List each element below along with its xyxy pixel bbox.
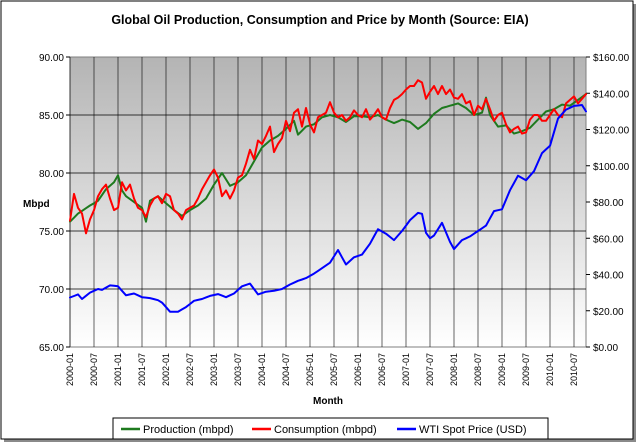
left-tick-label: 90.00 [39,53,64,64]
right-tick-label: $120.00 [593,126,630,137]
x-tick-label: 2004-01 [257,353,267,386]
x-tick-label: 2002-07 [185,353,195,386]
left-tick-label: 75.00 [39,227,64,238]
x-tick-label: 2001-07 [137,353,147,386]
legend-label-consumption: Consumption (mbpd) [274,424,377,436]
x-tick-label: 2008-07 [473,353,483,386]
series-consumption-line [69,79,587,235]
x-tick-label: 2003-01 [209,353,219,386]
legend-label-wti-price: WTI Spot Price (USD) [419,424,527,436]
x-axis-label: Month [313,396,343,407]
left-tick-label: 70.00 [39,285,64,296]
right-tick-label: $100.00 [593,162,630,173]
series-wti-price-line [69,104,587,313]
x-tick-label: 2007-07 [425,353,435,386]
right-tick-label: $40.00 [593,271,624,282]
x-tick-label: 2004-07 [281,353,291,386]
plot-area [69,56,587,348]
left-tick-label: 80.00 [39,169,64,180]
right-tick-label: $80.00 [593,198,624,209]
right-tick-label: $160.00 [593,53,630,64]
x-tick-label: 2006-07 [377,353,387,386]
x-tick-label: 2005-01 [305,353,315,386]
legend-label-production: Production (mbpd) [143,424,234,436]
legend: Production (mbpd) Consumption (mbpd) WTI… [112,417,549,440]
series-layer [69,79,587,313]
x-tick-label: 2009-07 [521,353,531,386]
y-axis-label: Mbpd [23,199,50,210]
x-tick-label: 2000-01 [65,353,75,386]
x-axis-tick-labels: 2000-01 2000-07 2001-01 2001-07 2002-01 2002-… [65,353,579,386]
right-tick-label: $60.00 [593,234,624,245]
x-tick-label: 2008-01 [449,353,459,386]
x-tick-label: 2001-01 [113,353,123,386]
left-tick-label: 85.00 [39,111,64,122]
x-tick-label: 2010-07 [569,353,579,386]
legend-box [112,417,549,440]
x-tick-label: 2006-01 [353,353,363,386]
right-tick-label: $0.00 [593,343,618,354]
x-tick-label: 2002-01 [161,353,171,386]
chart-title: Global Oil Production, Consumption and P… [111,13,528,27]
left-tick-label: 65.00 [39,343,64,354]
x-tick-label: 2009-01 [497,353,507,386]
x-tick-label: 2005-07 [329,353,339,386]
right-axis-tick-labels: $0.00 $20.00 $40.00 $60.00 $80.00 $100.00 $120… [593,53,630,354]
right-tick-label: $140.00 [593,89,630,100]
x-tick-label: 2003-07 [233,353,243,386]
right-tick-label: $20.00 [593,307,624,318]
x-tick-label: 2000-07 [89,353,99,386]
x-tick-label: 2007-01 [401,353,411,386]
x-tick-label: 2010-01 [545,353,555,386]
left-axis-tick-labels: 65.00 70.00 75.00 80.00 85.00 90.00 [39,53,64,354]
